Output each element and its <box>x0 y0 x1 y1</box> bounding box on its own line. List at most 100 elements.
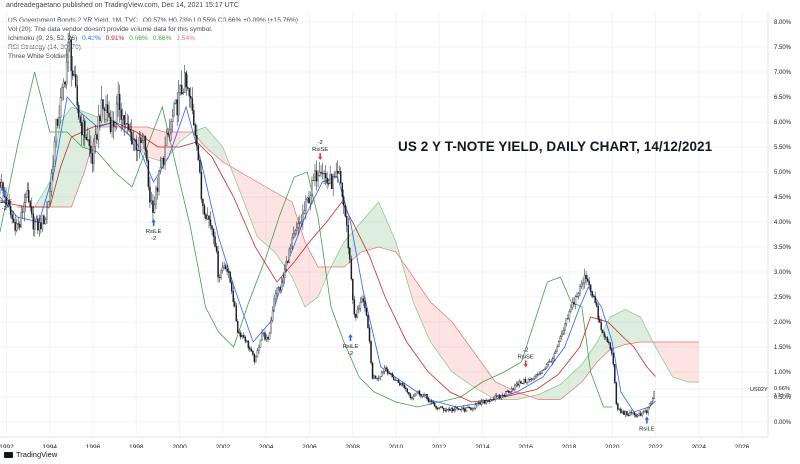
candle-body <box>240 332 242 338</box>
candle-body <box>358 308 360 311</box>
legend-symbol-row[interactable]: US Government Bonds 2 YR Yield, 1M, TVC … <box>8 16 298 25</box>
candle-body <box>359 302 362 309</box>
legend-volume-row[interactable]: Vol (20): The data vendor doesn't provid… <box>8 25 298 34</box>
candle-body <box>179 85 181 93</box>
candle-body <box>344 205 347 217</box>
publisher-text: andreadegaetano published on TradingView… <box>6 2 239 9</box>
candle-body <box>118 94 121 110</box>
cloud-segment-bullish <box>361 202 379 252</box>
candle-body <box>480 401 483 405</box>
candle-body <box>588 280 590 285</box>
candle-body <box>383 367 386 372</box>
candle-body <box>0 181 1 188</box>
candle-body <box>126 123 128 125</box>
signal-long-arrow-icon <box>2 189 7 196</box>
candle-body <box>420 394 422 397</box>
candle-body <box>17 223 19 225</box>
candle-body <box>488 400 490 402</box>
candle-body <box>405 387 407 390</box>
candle-body <box>84 120 86 138</box>
candle-body <box>158 170 160 192</box>
candle-body <box>159 167 162 171</box>
signal-quantity: -2 <box>348 351 353 357</box>
candle-body <box>74 74 77 86</box>
candle-body <box>115 103 118 123</box>
candle-body <box>632 412 634 414</box>
candle-body <box>267 337 269 340</box>
candle-body <box>376 378 378 380</box>
candle-body <box>552 358 554 363</box>
candle-body <box>447 409 449 411</box>
candle-body <box>241 335 244 338</box>
candle-body <box>37 218 39 231</box>
candle-body <box>31 206 33 215</box>
candle-body <box>81 122 83 136</box>
candle-body <box>131 131 133 145</box>
candle-body <box>287 261 289 263</box>
publisher-bar: andreadegaetano published on TradingView… <box>0 0 800 14</box>
candle-body <box>614 364 616 383</box>
candle-body <box>70 39 72 71</box>
candle-body <box>393 376 395 381</box>
candle-body <box>477 402 480 404</box>
cloud-segment-bullish <box>205 127 223 162</box>
candle-body <box>276 287 278 294</box>
cloud-segment-bullish <box>610 309 626 350</box>
candle-body <box>558 341 560 347</box>
time-tick-label: 2008 <box>345 444 360 448</box>
candle-body <box>353 299 356 315</box>
candle-body <box>561 333 563 337</box>
legend-pattern-row[interactable]: Three White Soldiers <box>8 52 298 61</box>
candle-body <box>436 408 439 410</box>
candle-body <box>174 99 177 104</box>
candle-body <box>129 129 131 133</box>
legend-volume-text: Vol (20): The data vendor doesn't provid… <box>8 26 213 33</box>
footer-brand[interactable]: TradingView <box>4 450 57 459</box>
candle-body <box>153 204 156 213</box>
candle-body <box>636 414 639 417</box>
candle-body <box>526 382 528 384</box>
candle-body <box>573 302 575 305</box>
price-chart[interactable]: RsiLE-2RsiLE-2RsiSE-2RsiLE-2RsiSE-2RsiLE… <box>0 12 800 448</box>
candle-body <box>56 119 59 126</box>
candle-body <box>518 381 521 386</box>
candle-body <box>300 221 303 224</box>
candle-body <box>238 332 240 334</box>
candle-body <box>343 196 345 206</box>
price-tick-label: 6.50% <box>774 95 792 101</box>
candle-body <box>202 198 204 206</box>
candle-body <box>220 270 222 278</box>
candle-body <box>515 383 518 386</box>
candle-body <box>379 376 381 379</box>
candle-body <box>78 104 80 118</box>
candle-body <box>388 373 390 375</box>
candle-body <box>333 176 336 178</box>
kijun-sen-line <box>0 121 656 403</box>
candle-body <box>406 388 409 393</box>
candle-body <box>35 218 38 223</box>
candle-body <box>550 361 552 363</box>
candle-body <box>495 395 498 397</box>
candle-body <box>265 337 268 340</box>
legend-ichimoku-row[interactable]: Ichimoku (9, 26, 52, 26) 0.42% 0.91% 0.6… <box>8 34 298 43</box>
candle-body <box>586 278 589 282</box>
candle-body <box>59 97 62 118</box>
candle-body <box>112 120 115 127</box>
candle-body <box>497 394 499 397</box>
candle-body <box>256 350 259 357</box>
legend-ichimoku-value: 0.91% <box>105 35 125 42</box>
candle-body <box>403 384 406 389</box>
candle-body <box>0 182 3 188</box>
candle-body <box>474 404 477 409</box>
price-tick-label: 0.00% <box>774 420 792 426</box>
candle-body <box>444 410 446 412</box>
candle-body <box>329 174 331 184</box>
candle-body <box>43 215 45 225</box>
candle-body <box>88 139 91 147</box>
time-tick-label: 2010 <box>389 444 404 448</box>
indicator-lines <box>0 71 656 413</box>
candle-body <box>67 41 69 63</box>
time-tick-label: 2026 <box>735 444 750 448</box>
candle-body <box>161 157 163 168</box>
candle-body <box>18 224 21 228</box>
